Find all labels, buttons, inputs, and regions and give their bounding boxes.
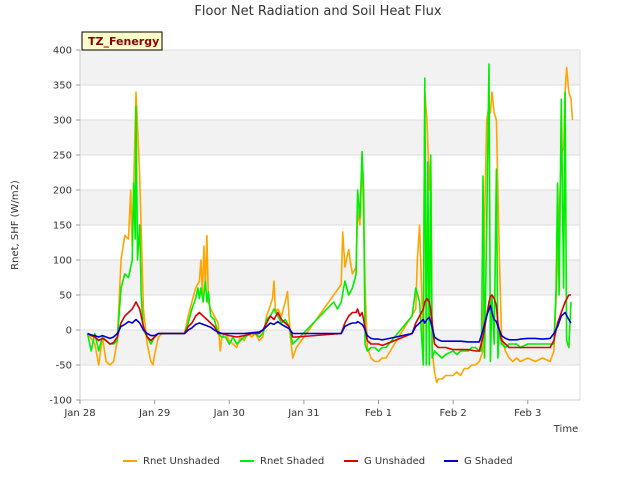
y-tick-label: 200 xyxy=(53,186,72,197)
x-axis-ticks: Jan 28 Jan 29 Jan 30 Jan 31 Feb 1 Feb 2 Feb 3 xyxy=(63,399,580,419)
y-tick-label: 0 xyxy=(66,326,72,337)
watermark-text: TZ_Fenergy xyxy=(88,35,159,48)
background-band xyxy=(80,120,580,155)
x-tick-label: Jan 28 xyxy=(63,408,95,419)
chart-title: Floor Net Radiation and Soil Heat Flux xyxy=(194,4,441,19)
x-tick-label: Feb 2 xyxy=(440,408,467,419)
x-axis-title: Time xyxy=(553,424,578,435)
y-axis-title: Rnet, SHF (W/m2) xyxy=(10,180,21,270)
background-band xyxy=(80,190,580,225)
y-tick-label: -50 xyxy=(56,361,72,372)
y-tick-label: 50 xyxy=(59,291,72,302)
y-tick-label: -100 xyxy=(49,396,72,407)
series-line-g-unshaded xyxy=(87,294,571,352)
series-line-g-shaded xyxy=(87,304,572,343)
y-tick-label: 150 xyxy=(53,221,72,232)
y-axis-ticks: -100 -50 0 50 100 150 200 250 300 350 400 xyxy=(49,46,81,407)
x-tick-label: Jan 31 xyxy=(287,408,319,419)
x-tick-label: Jan 30 xyxy=(213,408,245,419)
legend: Rnet Unshaded Rnet Shaded G Unshaded G Shad… xyxy=(123,456,513,467)
y-tick-label: 350 xyxy=(53,81,72,92)
series-line-rnet-shaded xyxy=(86,63,572,366)
series-layer xyxy=(86,63,574,384)
legend-label-rnet-unshaded: Rnet Unshaded xyxy=(143,456,220,467)
background-band xyxy=(80,260,580,295)
x-tick-label: Jan 29 xyxy=(138,408,170,419)
y-tick-label: 400 xyxy=(53,46,72,57)
legend-label-g-unshaded: G Unshaded xyxy=(364,456,425,467)
watermark-label: TZ_Fenergy xyxy=(81,31,163,51)
y-tick-label: 300 xyxy=(53,116,72,127)
legend-label-rnet-shaded: Rnet Shaded xyxy=(260,456,324,467)
x-tick-label: Feb 1 xyxy=(365,408,392,419)
background-band xyxy=(80,50,580,85)
background-band xyxy=(80,330,580,365)
legend-label-g-shaded: G Shaded xyxy=(464,456,513,467)
y-tick-label: 100 xyxy=(53,256,72,267)
watermark-box xyxy=(81,31,163,51)
x-tick-label: Feb 3 xyxy=(514,408,541,419)
y-tick-label: 250 xyxy=(53,151,72,162)
